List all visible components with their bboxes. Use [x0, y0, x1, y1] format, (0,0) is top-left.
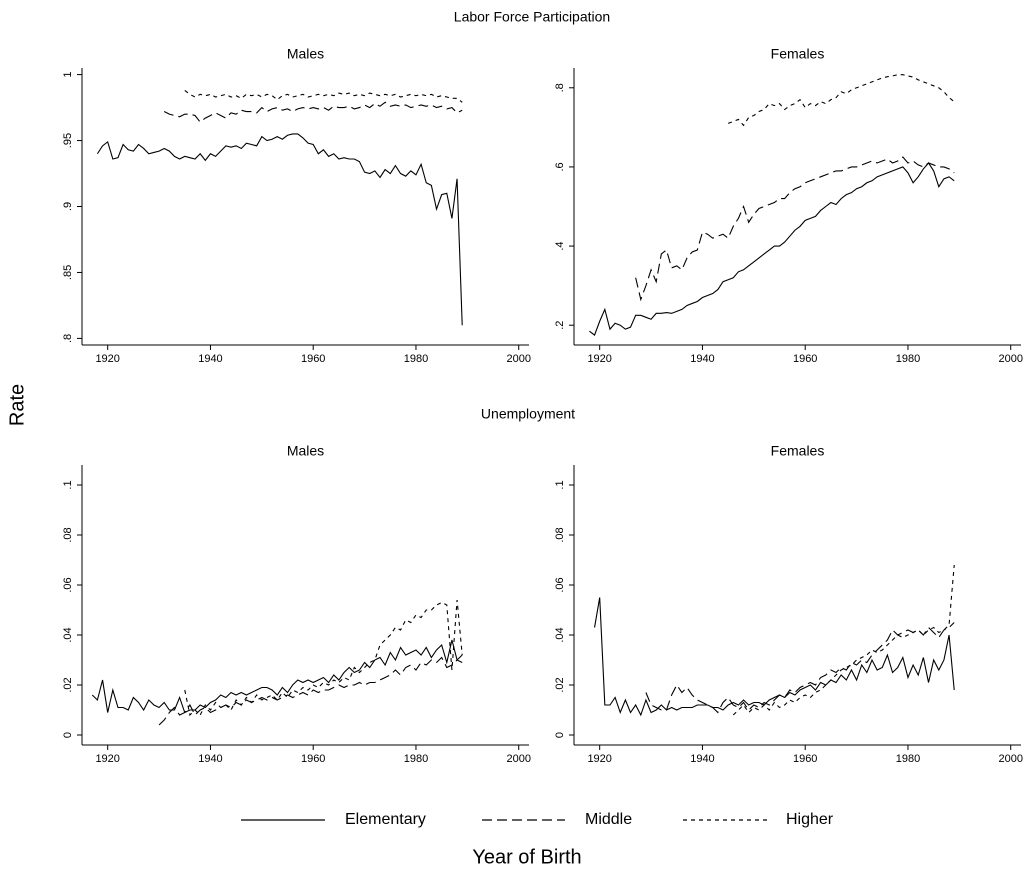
- y-tick-label: .85: [62, 265, 74, 280]
- x-tick-label: 1980: [404, 753, 428, 765]
- y-tick-label: .04: [554, 627, 566, 642]
- x-tick-label: 1940: [198, 353, 222, 365]
- y-tick-label: 1: [62, 72, 74, 78]
- panel-title: Males: [287, 46, 324, 62]
- series-line: [645, 622, 955, 714]
- y-tick-label: 0: [62, 732, 74, 738]
- y-tick-label: .04: [62, 627, 74, 642]
- series-line: [96, 133, 463, 326]
- y-tick-label: .4: [554, 241, 566, 250]
- y-tick-label: .06: [62, 577, 74, 592]
- y-tick-label: .1: [554, 480, 566, 489]
- x-tick-label: 1980: [896, 753, 920, 765]
- section-title: Labor Force Participation: [454, 9, 610, 25]
- legend-label: Elementary: [345, 811, 426, 828]
- y-tick-label: .08: [554, 527, 566, 542]
- y-tick-label: .8: [554, 83, 566, 92]
- x-axis-label: Year of Birth: [472, 846, 581, 868]
- series-line: [158, 656, 463, 726]
- y-tick-label: .6: [554, 162, 566, 171]
- x-tick-label: 2000: [506, 353, 530, 365]
- y-tick-label: .08: [62, 527, 74, 542]
- y-tick-label: .9: [62, 202, 74, 211]
- y-tick-label: .02: [62, 677, 74, 692]
- panel-title: Males: [287, 443, 324, 459]
- y-tick-label: .1: [62, 480, 74, 489]
- series-line: [635, 156, 955, 302]
- series-line: [589, 162, 955, 337]
- y-axis-label: Rate: [6, 384, 28, 426]
- x-tick-label: 1960: [301, 753, 325, 765]
- y-tick-label: .06: [554, 577, 566, 592]
- x-tick-label: 1980: [896, 353, 920, 365]
- x-tick-label: 1920: [95, 753, 119, 765]
- x-tick-label: 1920: [587, 353, 611, 365]
- y-tick-label: 0: [554, 732, 566, 738]
- x-tick-label: 1940: [690, 353, 714, 365]
- x-tick-label: 1920: [95, 353, 119, 365]
- series-line: [91, 639, 463, 714]
- x-tick-label: 2000: [998, 353, 1022, 365]
- y-tick-label: .95: [62, 133, 74, 148]
- y-tick-label: .2: [554, 321, 566, 330]
- x-tick-label: 1940: [690, 753, 714, 765]
- y-tick-label: .8: [62, 334, 74, 343]
- series-line: [594, 597, 955, 717]
- series-line: [184, 89, 463, 103]
- legend-label: Higher: [786, 811, 834, 828]
- section-title: Unemployment: [481, 406, 575, 422]
- legend-label: Middle: [585, 811, 632, 828]
- x-tick-label: 1980: [404, 353, 428, 365]
- y-tick-label: .02: [554, 677, 566, 692]
- x-tick-label: 1920: [587, 753, 611, 765]
- panel-title: Females: [771, 443, 825, 459]
- x-tick-label: 2000: [998, 753, 1022, 765]
- x-tick-label: 1940: [198, 753, 222, 765]
- x-tick-label: 1960: [301, 353, 325, 365]
- series-line: [163, 101, 463, 123]
- panel-title: Females: [771, 46, 825, 62]
- x-tick-label: 1960: [793, 353, 817, 365]
- x-tick-label: 2000: [506, 753, 530, 765]
- series-line: [727, 74, 955, 127]
- x-tick-label: 1960: [793, 753, 817, 765]
